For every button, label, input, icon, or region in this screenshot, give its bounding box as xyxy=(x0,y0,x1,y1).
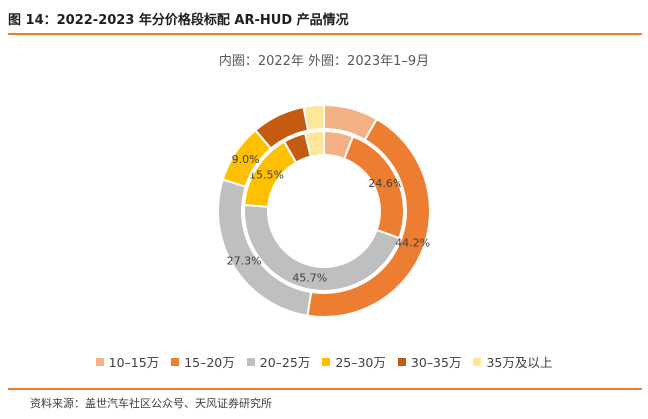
inner-ring-label-1: 24.6% xyxy=(368,177,403,190)
top-divider xyxy=(8,33,642,35)
outer-ring-label-3: 9.0% xyxy=(232,153,260,166)
legend-label: 15–20万 xyxy=(184,355,235,370)
inner-ring-slice-2 xyxy=(243,203,401,292)
legend-swatch xyxy=(397,357,406,366)
inner-ring-slice-5 xyxy=(303,129,325,158)
chart-title: 内圈：2022年 外圈：2023年1–9月 xyxy=(218,54,430,69)
legend-swatch xyxy=(246,357,255,366)
legend-swatch xyxy=(473,357,482,366)
outer-ring-label-2: 27.3% xyxy=(227,255,262,268)
inner-ring-label-3: 15.5% xyxy=(249,169,284,182)
inner-ring-label-2: 45.7% xyxy=(292,271,327,284)
bottom-divider xyxy=(8,388,642,390)
outer-ring-slice-5 xyxy=(302,103,325,132)
legend-item-3: 25–30万 xyxy=(322,352,386,371)
source-note: 资料来源：盖世汽车社区公众号、天风证券研究所 xyxy=(30,397,272,410)
legend-label: 30–35万 xyxy=(410,355,462,370)
outer-ring-label-1: 44.2% xyxy=(395,236,430,249)
legend-swatch xyxy=(95,357,104,366)
legend-item-4: 30–35万 xyxy=(397,352,462,371)
chart-legend: 10–15万 15–20万 20–25万 25–30万 30–35万 35万及以上 xyxy=(0,352,648,371)
legend-item-0: 10–15万 xyxy=(95,352,160,371)
figure-title: 图 14：2022-2023 年分价格段标配 AR-HUD 产品情况 xyxy=(8,13,349,28)
legend-swatch xyxy=(322,357,331,366)
legend-label: 20–25万 xyxy=(259,355,311,370)
legend-label: 10–15万 xyxy=(108,355,160,370)
legend-label: 25–30万 xyxy=(335,355,386,370)
legend-label: 35万及以上 xyxy=(486,355,553,370)
legend-swatch xyxy=(171,357,180,366)
legend-item-5: 35万及以上 xyxy=(473,352,552,371)
legend-item-1: 15–20万 xyxy=(171,352,235,371)
legend-item-2: 20–25万 xyxy=(246,352,311,371)
